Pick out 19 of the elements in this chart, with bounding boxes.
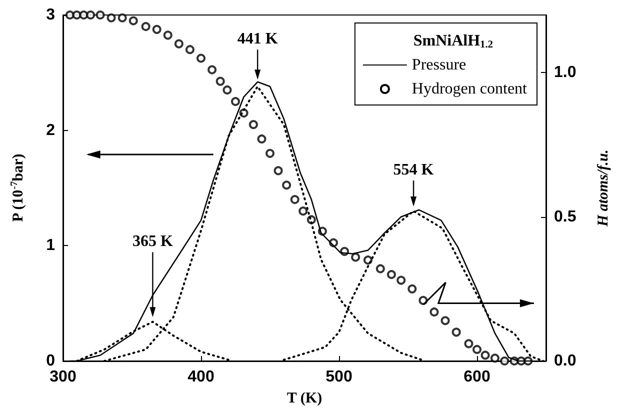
y2-tick-label: 0.5	[554, 208, 576, 226]
x-tick-label: 600	[464, 368, 490, 386]
y2-tick-label: 0.0	[554, 352, 576, 370]
annotation: 365 K	[132, 233, 174, 250]
x-tick-label: 500	[326, 368, 352, 386]
annotation: 441 K	[237, 30, 278, 48]
annotation: 554 K	[393, 161, 434, 178]
y2-tick-label: 1.0	[554, 64, 576, 82]
y2-axis-title: H atoms/f.u.	[596, 149, 612, 228]
y-axis-title: P (10-7bar)	[9, 154, 26, 222]
legend-label: Hydrogen content	[412, 80, 528, 98]
y-tick-label: 1	[46, 237, 56, 254]
x-tick-label: 300	[50, 368, 76, 386]
y-tick-label: 2	[46, 122, 56, 139]
x-tick-label: 400	[188, 368, 214, 386]
x-axis-title: T (K)	[286, 390, 322, 406]
y-tick-label: 3	[46, 6, 56, 24]
legend-label: Pressure	[412, 56, 466, 74]
y-tick-label: 0	[46, 352, 56, 370]
